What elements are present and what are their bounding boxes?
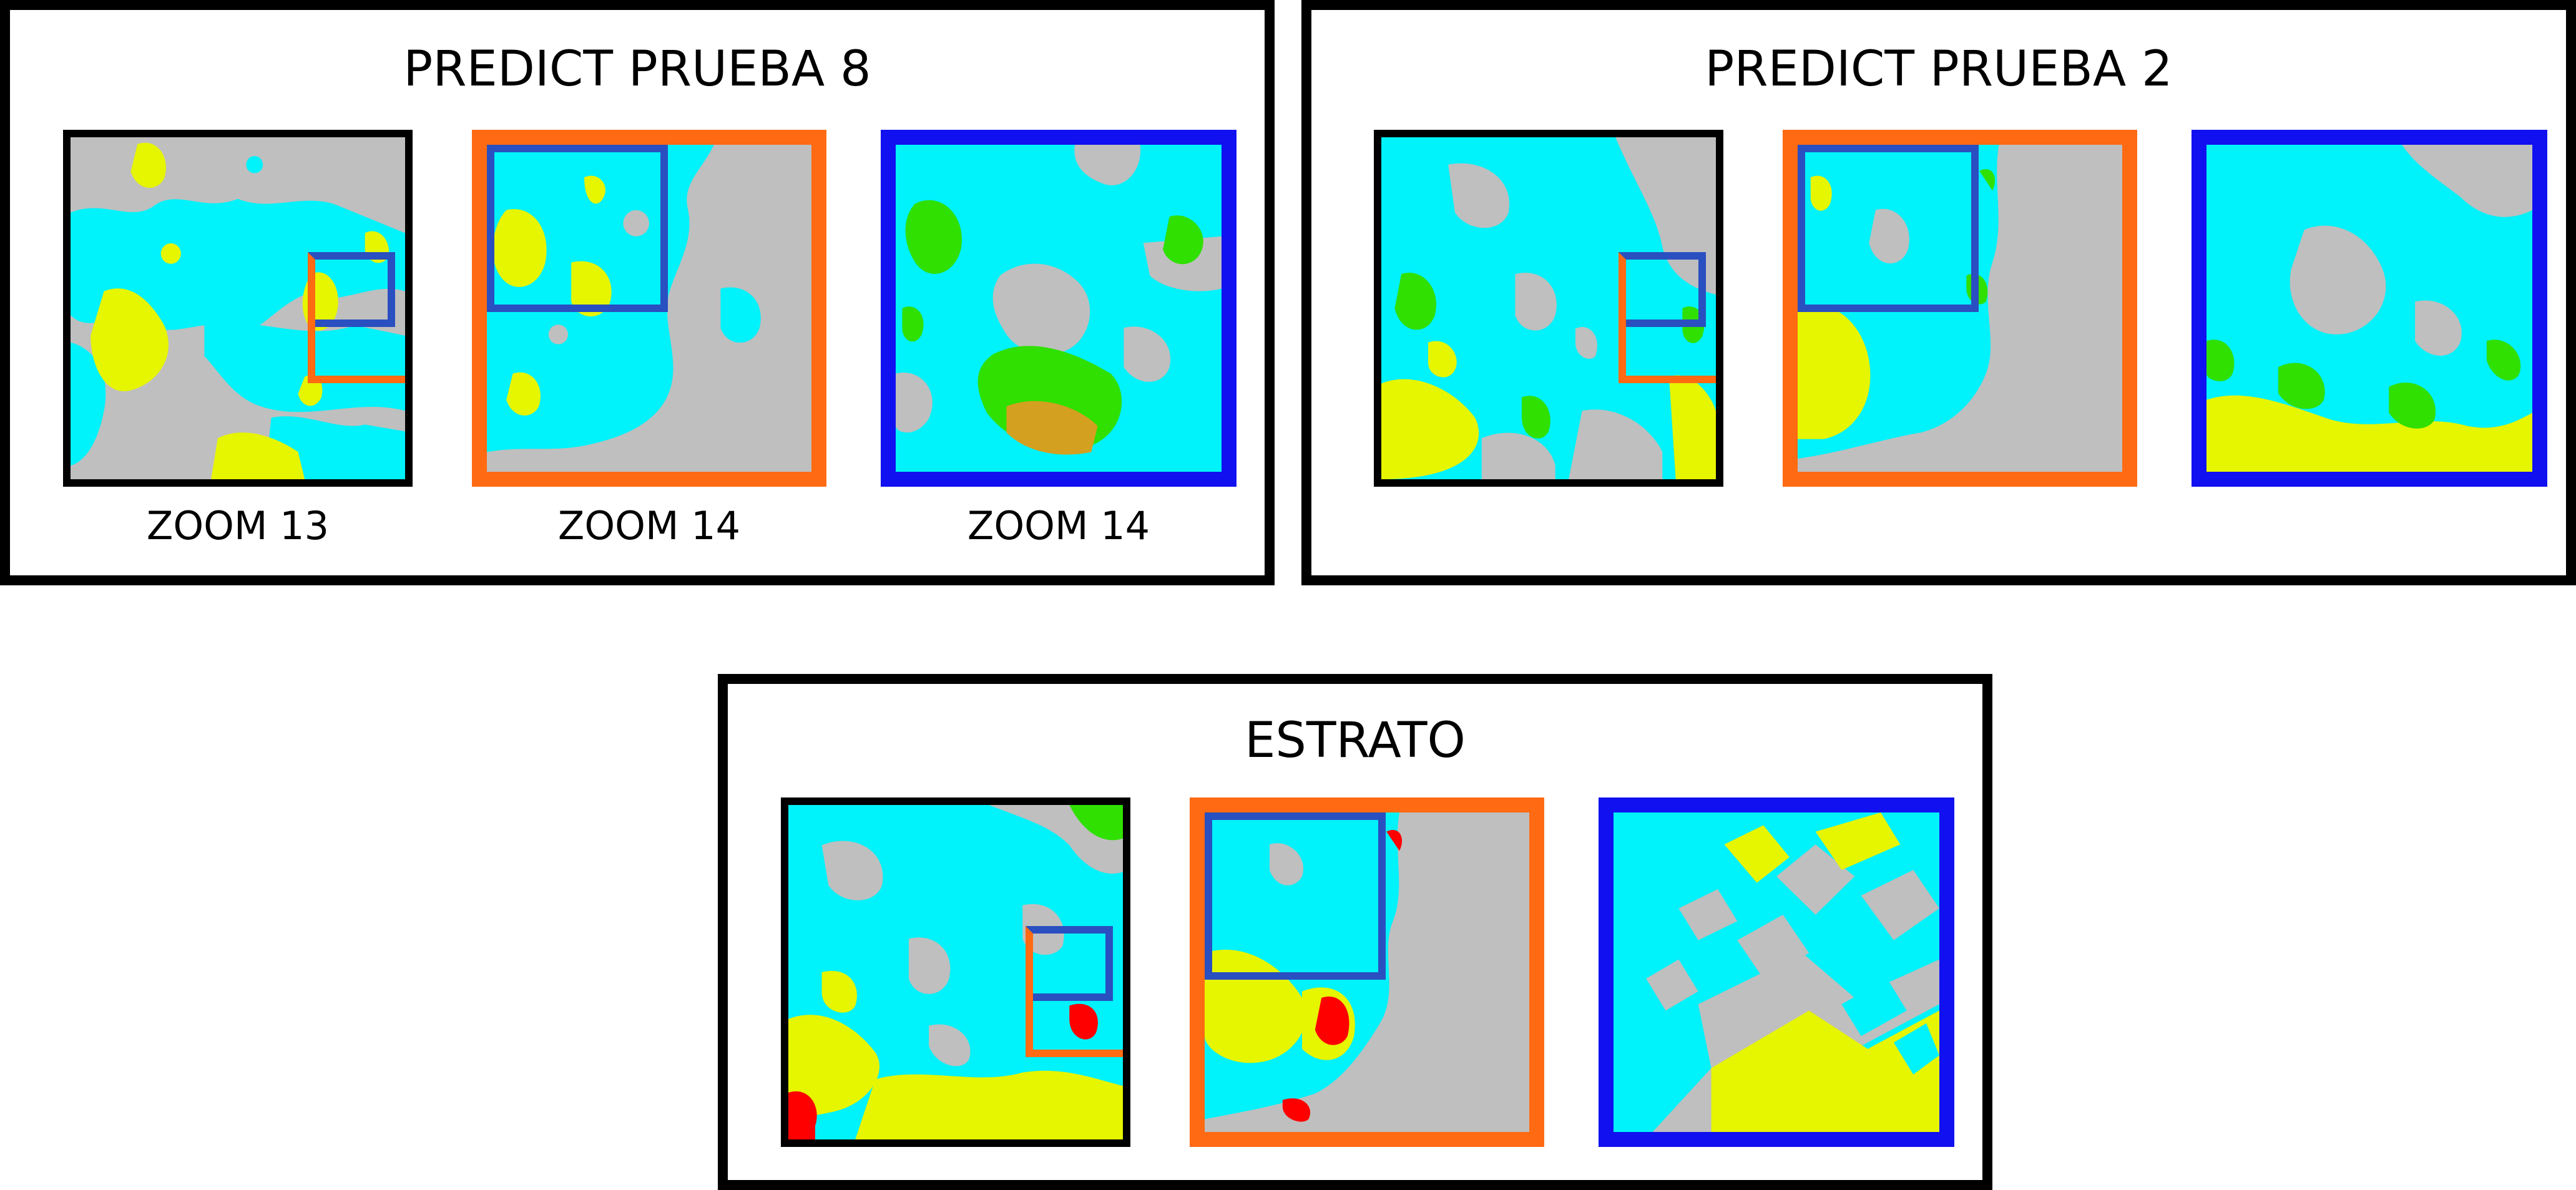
- zoom-label: ZOOM 14: [967, 503, 1150, 549]
- inset-zoom-area-blue: [1205, 812, 1386, 980]
- inset-zoom-area-blue: [1798, 145, 1979, 312]
- inset-zoom-area-orange: [308, 252, 405, 383]
- panel-predict-prueba-2: PREDICT PRUEBA 2: [1301, 0, 2576, 585]
- map-zoom-blue: [881, 130, 1237, 487]
- inset-zoom-area-blue: [487, 145, 668, 312]
- map-zoom-blue: [2192, 130, 2547, 487]
- zoom-label: ZOOM 14: [557, 503, 741, 549]
- panel-title: PREDICT PRUEBA 2: [1705, 41, 2173, 97]
- map-zoom-orange: [1190, 797, 1544, 1147]
- map-zoom-orange: [472, 130, 826, 487]
- map-overview: [63, 130, 413, 487]
- panel-estrato: ESTRATO: [718, 674, 1992, 1190]
- map-zoom-orange: [1783, 130, 2137, 487]
- panel-title: PREDICT PRUEBA 8: [403, 41, 871, 97]
- map-overview: [1374, 130, 1723, 487]
- map-overview: [781, 797, 1130, 1147]
- map-zoom-blue: [1599, 797, 1954, 1147]
- inset-zoom-area-orange: [1619, 252, 1716, 383]
- panel-predict-prueba-8: PREDICT PRUEBA 8 ZOOM 13: [0, 0, 1275, 585]
- inset-zoom-area-orange: [1026, 926, 1123, 1057]
- zoom-label: ZOOM 13: [146, 503, 330, 549]
- panel-title: ESTRATO: [1245, 713, 1466, 769]
